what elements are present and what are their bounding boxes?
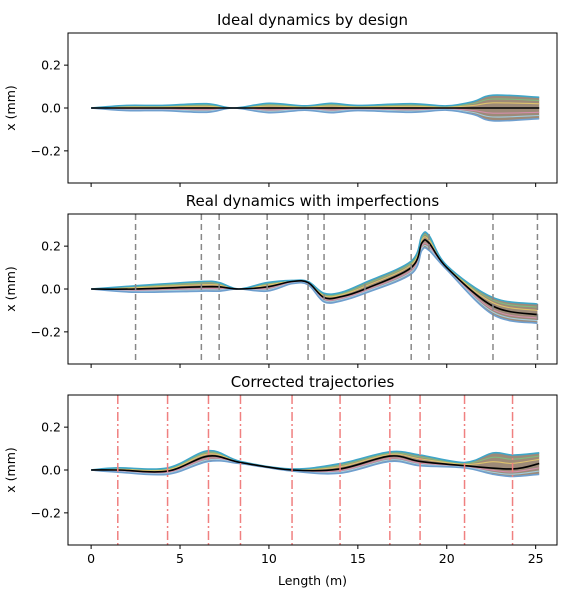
panel-title: Ideal dynamics by design <box>217 11 408 29</box>
trajectory-line <box>91 233 538 308</box>
y-tick-label: −0.2 <box>31 505 61 520</box>
y-tick-label: 0.2 <box>41 239 61 254</box>
trajectory-lower-edge <box>91 246 538 325</box>
trajectory-lower-edge <box>91 459 540 478</box>
trajectory-line <box>91 102 540 109</box>
y-tick-label: 0.2 <box>41 420 61 435</box>
mean-trajectory <box>91 455 540 473</box>
trajectory-line <box>91 236 538 311</box>
y-tick-label: 0.0 <box>41 463 61 478</box>
y-tick-label: −0.2 <box>31 324 61 339</box>
y-tick-label: 0.2 <box>41 58 61 73</box>
trajectory-line <box>91 244 538 322</box>
trajectory-line <box>91 107 540 118</box>
trajectory-line <box>91 242 538 319</box>
mean-trajectory <box>91 239 538 316</box>
trajectory-line <box>91 107 540 114</box>
panel-title: Corrected trajectories <box>231 373 395 391</box>
trajectory-upper-edge <box>91 231 538 305</box>
y-axis-label: x (mm) <box>3 85 18 130</box>
y-tick-label: 0.0 <box>41 282 61 297</box>
y-axis-label: x (mm) <box>3 447 18 492</box>
trajectory-upper-edge <box>91 94 540 109</box>
y-axis-label: x (mm) <box>3 266 18 311</box>
x-tick-label: 0 <box>87 551 95 566</box>
panel-2: −0.2 0.0 0.2 Real dynamics with imperfectio… <box>3 192 558 368</box>
trajectory-line <box>91 98 540 109</box>
plot-area <box>91 214 539 364</box>
y-tick-label: 0.0 <box>41 101 61 116</box>
x-tick-label: 10 <box>261 551 277 566</box>
x-tick-label: 15 <box>350 551 366 566</box>
x-tick-label: 5 <box>176 551 184 566</box>
plot-area <box>91 94 540 122</box>
x-axis-label: Length (m) <box>278 573 347 588</box>
panel-title: Real dynamics with imperfections <box>186 192 440 210</box>
y-tick-label: −0.2 <box>31 143 61 158</box>
panel-3: −0.2 0.0 0.2 0 5 10 15 20 25 Corrected trajectori… <box>3 373 558 588</box>
trajectory-lower-edge <box>91 107 540 122</box>
panel-1: −0.2 0.0 0.2 Ideal dynamics by design x (mm) <box>3 11 558 187</box>
plot-area <box>91 395 540 545</box>
x-tick-label: 25 <box>528 551 544 566</box>
spread-band <box>91 231 538 324</box>
x-tick-label: 20 <box>439 551 455 566</box>
